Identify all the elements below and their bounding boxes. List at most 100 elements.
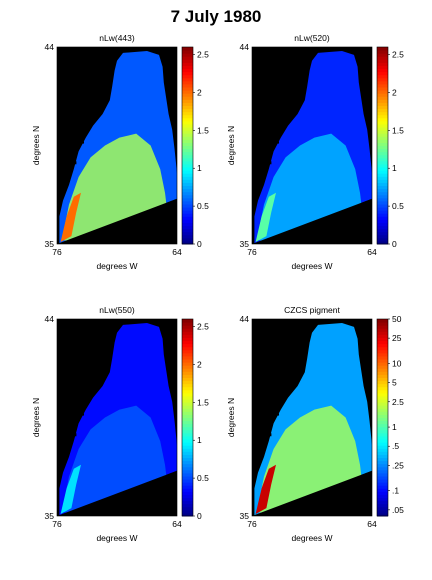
land-speck xyxy=(276,413,279,416)
colorbar-cell xyxy=(182,210,193,214)
x-axis-label: degrees W xyxy=(291,533,332,543)
colorbar-cell xyxy=(377,56,388,60)
colorbar-cell xyxy=(377,488,388,492)
colorbar-cell xyxy=(377,62,388,66)
colorbar-cell xyxy=(182,47,193,51)
colorbar-cell xyxy=(377,389,388,394)
colorbar-cell xyxy=(377,237,388,242)
axes-frame xyxy=(56,318,178,517)
y-tick-label: 44 xyxy=(45,42,55,52)
colorbar-cell xyxy=(377,194,388,199)
colorbar-cell xyxy=(182,420,193,425)
colorbar-tick-label: 0.5 xyxy=(392,201,404,211)
colorbar-cell xyxy=(182,494,193,499)
colorbar-tick-label: 1.5 xyxy=(197,125,209,135)
colorbar-cell xyxy=(182,423,193,428)
colorbar-cell xyxy=(377,185,388,190)
colorbar-cell xyxy=(182,182,193,187)
colorbar-tick-label: 0 xyxy=(197,239,202,249)
colorbar-cell xyxy=(182,139,193,143)
colorbar-cell xyxy=(377,240,388,245)
swath-nearshore xyxy=(60,192,81,243)
colorbar-cell xyxy=(182,194,193,199)
colorbar-cell xyxy=(377,176,388,180)
colorbar-tick-label: .05 xyxy=(392,505,404,515)
colorbar-cell xyxy=(377,328,388,332)
colorbar-cell xyxy=(182,383,193,388)
colorbar-cell xyxy=(377,114,388,119)
land-speck xyxy=(83,125,87,128)
colorbar-cell xyxy=(377,234,388,239)
land-speck xyxy=(81,413,84,416)
swath-nearshore xyxy=(60,464,81,515)
colorbar-cell xyxy=(182,71,193,76)
colorbar-cell xyxy=(377,90,388,94)
colorbar-cell xyxy=(182,322,193,326)
land-speck xyxy=(81,141,84,144)
land-speck xyxy=(88,385,94,388)
colorbar: 0 0.5 1 1.5 2 2.5 xyxy=(181,318,209,521)
colorbar-cell xyxy=(377,207,388,211)
colorbar-cell xyxy=(377,368,388,372)
no-data-mask xyxy=(252,470,372,516)
colorbar-tick-label: .5 xyxy=(392,441,399,451)
colorbar-tick-label: 0 xyxy=(392,239,397,249)
colorbar-cell xyxy=(182,157,193,162)
colorbar-cell xyxy=(377,130,388,134)
colorbar-cell xyxy=(182,479,193,483)
colorbar-cell xyxy=(182,365,193,369)
colorbar-cell xyxy=(182,405,193,409)
colorbar-cell xyxy=(377,463,388,468)
colorbar-cell xyxy=(377,420,388,425)
colorbar-tick-label: 25 xyxy=(392,333,402,343)
colorbar-cell xyxy=(182,74,193,79)
panel-title: nLw(520) xyxy=(294,33,330,43)
no-data-mask xyxy=(57,470,177,516)
colorbar-cell xyxy=(182,451,193,455)
colorbar-cell xyxy=(377,225,388,230)
no-data-mask xyxy=(57,198,177,244)
colorbar-cell xyxy=(182,503,193,508)
colorbar-cell xyxy=(182,213,193,217)
colorbar-cell xyxy=(182,472,193,477)
y-axis-label: degrees N xyxy=(31,126,41,165)
colorbar-cell xyxy=(377,96,388,100)
panel-title: nLw(443) xyxy=(99,33,135,43)
colorbar-tick-label: 2.5 xyxy=(197,50,209,60)
colorbar-cell xyxy=(182,234,193,239)
colorbar-cell xyxy=(182,512,193,517)
colorbar-cell xyxy=(182,497,193,502)
colorbar-cell xyxy=(182,445,193,449)
colorbar-cell xyxy=(377,426,388,431)
colorbar-tick-label: 2 xyxy=(392,87,397,97)
colorbar-cell xyxy=(182,491,193,495)
colorbar-cell xyxy=(377,408,388,412)
colorbar-cell xyxy=(377,182,388,187)
colorbar-cell xyxy=(182,352,193,357)
colorbar-cell xyxy=(182,108,193,113)
colorbar-cell xyxy=(377,120,388,125)
y-tick-label: 35 xyxy=(240,239,250,249)
colorbar-cell xyxy=(377,105,388,110)
colorbar-cell xyxy=(377,74,388,79)
colorbar-cell xyxy=(182,148,193,153)
colorbar-cell xyxy=(377,127,388,131)
colorbar-cell xyxy=(377,322,388,326)
land-speck xyxy=(273,137,278,141)
land-speck xyxy=(71,161,77,165)
colorbar-cell xyxy=(182,488,193,492)
land-speck xyxy=(288,106,292,109)
colorbar-cell xyxy=(182,170,193,174)
colorbar-cell xyxy=(377,485,388,489)
colorbar-cell xyxy=(377,411,388,415)
colorbar-cell xyxy=(377,213,388,217)
land-speck xyxy=(93,378,97,381)
x-axis-label: degrees W xyxy=(96,533,137,543)
colorbar-tick-label: .1 xyxy=(392,486,399,496)
colorbar-cell xyxy=(377,93,388,97)
land-speck xyxy=(294,370,298,374)
colorbar-cell xyxy=(377,503,388,508)
colorbar-cell xyxy=(182,185,193,190)
colorbar-cell xyxy=(182,392,193,397)
colorbar-cell xyxy=(377,451,388,455)
